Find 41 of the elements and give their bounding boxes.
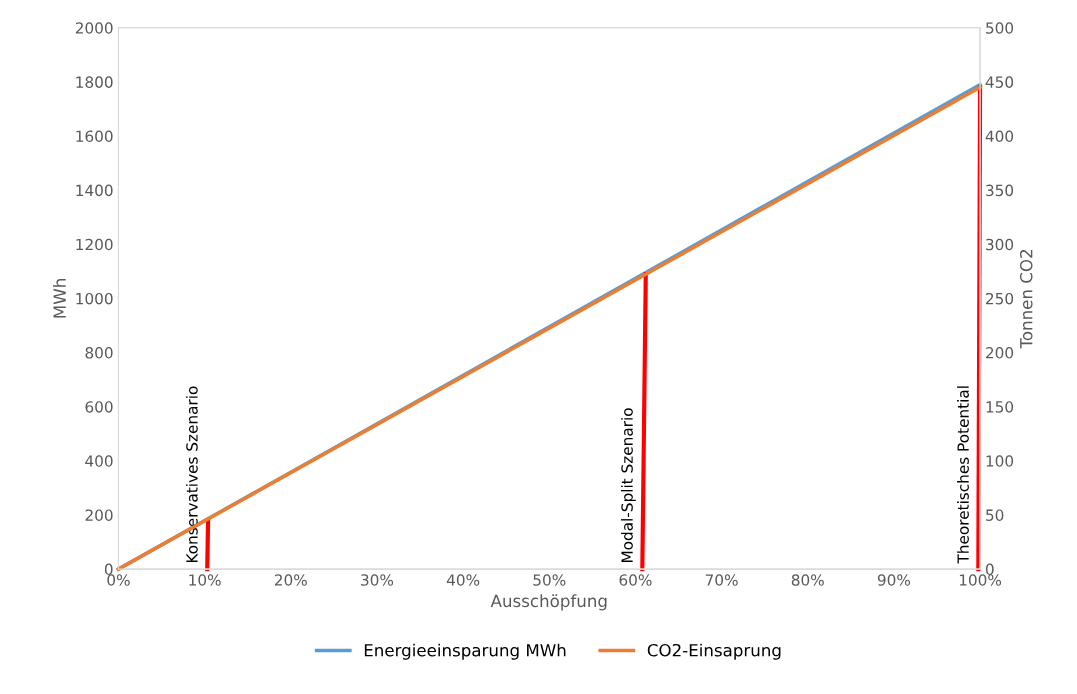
x-tick-label: 100% xyxy=(959,574,1002,586)
legend-label: Energieeinsparung MWh xyxy=(364,643,566,660)
y-tick-label: 200 xyxy=(85,509,113,521)
y-tick-label: 1000 xyxy=(76,292,113,305)
y2-tick-label: 150 xyxy=(986,401,1014,413)
x-tick-label: 40% xyxy=(446,574,480,586)
y2-tick-label: 50 xyxy=(986,509,1004,521)
y2-tick-label: 400 xyxy=(985,130,1014,143)
y-tick-label: 1200 xyxy=(76,238,113,251)
x-tick-label: 10% xyxy=(189,574,221,586)
y2-tick-label: 500 xyxy=(986,22,1014,34)
y2-tick-label: 300 xyxy=(986,238,1014,251)
x-tick-label: 30% xyxy=(361,574,394,586)
y-axis-title: MWh xyxy=(53,279,66,318)
legend-label: CO2-Einsaprung xyxy=(647,643,781,660)
x-axis-title: Ausschöpfung xyxy=(490,594,607,611)
annotation: Modal-Split Szenario xyxy=(621,408,636,563)
y-tick-label: 1600 xyxy=(76,130,113,143)
annotation: Theoretisches Potential xyxy=(957,386,969,564)
x-tick-label: 20% xyxy=(274,574,307,586)
x-tick-label: 60% xyxy=(619,574,652,586)
y2-tick-label: 350 xyxy=(986,184,1014,197)
y2-tick-label: 200 xyxy=(986,347,1014,359)
y-tick-label: 400 xyxy=(85,455,113,467)
x-tick-label: 50% xyxy=(533,574,566,586)
x-tick-label: 70% xyxy=(705,574,738,586)
y2-tick-label: 0 xyxy=(985,563,994,576)
y-tick-label: 2000 xyxy=(75,22,113,34)
y2-axis-title: Tonnen CO2 xyxy=(1019,250,1033,349)
x-tick-label: 90% xyxy=(877,574,911,586)
annotation: Konservatives Szenario xyxy=(185,386,198,563)
y-tick-label: 1800 xyxy=(76,76,113,88)
y-tick-label: 0 xyxy=(104,563,113,576)
y-tick-label: 1400 xyxy=(76,184,113,197)
x-tick-label: 0% xyxy=(107,574,130,586)
y-tick-label: 800 xyxy=(85,347,113,359)
y2-tick-label: 100 xyxy=(986,455,1014,467)
y2-tick-label: 250 xyxy=(986,292,1014,305)
x-tick-label: 80% xyxy=(791,574,824,586)
y-tick-label: 600 xyxy=(85,401,113,413)
y2-tick-label: 450 xyxy=(985,76,1014,88)
